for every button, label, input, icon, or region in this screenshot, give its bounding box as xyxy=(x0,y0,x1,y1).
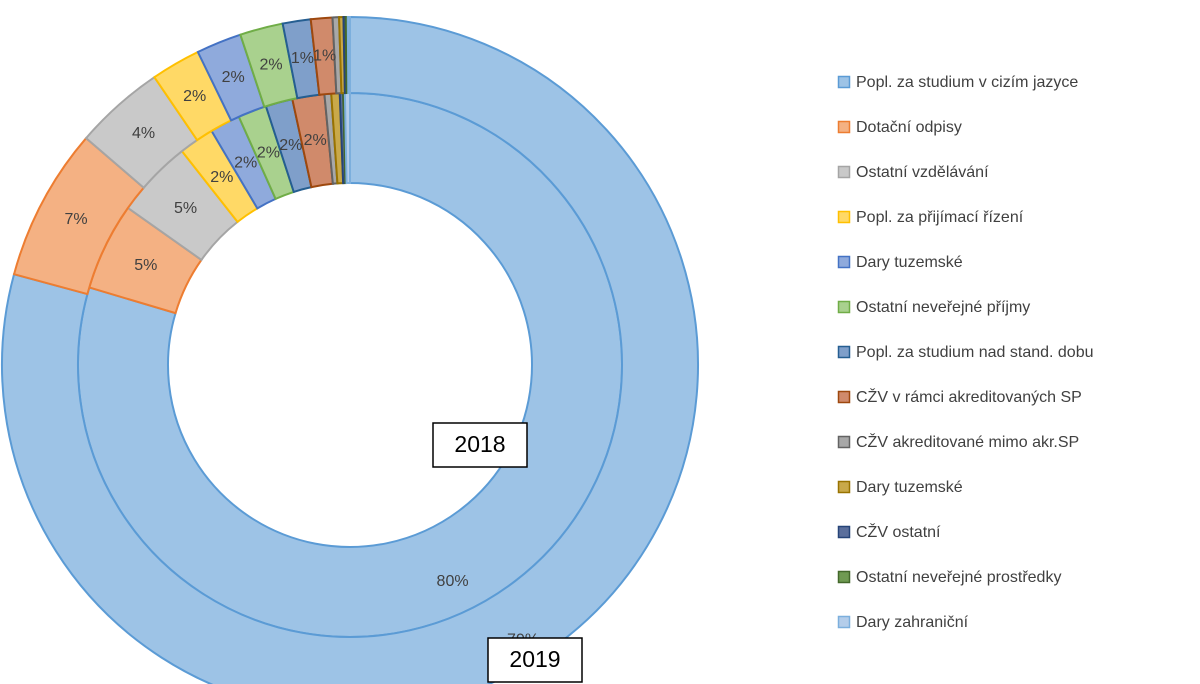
legend-item: CŽV ostatní xyxy=(837,522,941,541)
donut-segment xyxy=(343,91,351,185)
data-label: 4% xyxy=(132,125,155,142)
data-label: 1% xyxy=(313,47,336,64)
legend-swatch xyxy=(837,435,851,449)
legend-item: Popl. za přijímací řízení xyxy=(837,209,1024,226)
legend-label: Ostatní neveřejné prostředky xyxy=(856,569,1061,586)
legend-label: Dary tuzemské xyxy=(856,254,963,271)
label-box xyxy=(432,422,528,468)
legend-swatch xyxy=(837,615,851,629)
legend-item: Dotační odpisy xyxy=(837,119,962,136)
legend-item: CŽV v rámci akreditovaných SP xyxy=(837,387,1082,406)
legend-item: Ostatní neveřejné prostředky xyxy=(837,569,1061,586)
legend-label: Ostatní vzdělávání xyxy=(856,164,989,181)
data-label: 2% xyxy=(279,137,302,154)
legend-item: Dary tuzemské xyxy=(837,479,963,496)
data-label: 2% xyxy=(183,88,206,105)
legend-item: CŽV akreditované mimo akr.SP xyxy=(837,432,1079,451)
series-name: 2019 xyxy=(509,646,560,672)
legend-item: Popl. za studium nad stand. dobu xyxy=(837,344,1094,361)
legend-swatch xyxy=(837,300,851,314)
data-label: 2% xyxy=(210,169,233,186)
legend-label: Dary zahraniční xyxy=(856,614,969,631)
series-label-box: 2019 xyxy=(487,637,583,683)
legend-item: Ostatní neveřejné příjmy xyxy=(837,299,1030,316)
legend-label: Popl. za přijímací řízení xyxy=(856,209,1024,226)
data-label: 2% xyxy=(234,155,257,172)
legend-swatch xyxy=(837,480,851,494)
legend-label: CŽV akreditované mimo akr.SP xyxy=(856,432,1079,451)
donut-segment xyxy=(1,15,699,684)
legend-label: Dotační odpisy xyxy=(856,119,962,136)
legend-label: Dary tuzemské xyxy=(856,479,963,496)
legend-label: Ostatní neveřejné příjmy xyxy=(856,299,1030,316)
legend-item: Ostatní vzdělávání xyxy=(837,164,989,181)
legend-item: Dary tuzemské xyxy=(837,254,963,271)
series-label-box: 2018 xyxy=(432,422,528,468)
legend-swatch xyxy=(837,120,851,134)
legend-swatch xyxy=(837,255,851,269)
legend-swatch xyxy=(837,525,851,539)
legend-label: CŽV ostatní xyxy=(856,522,941,541)
legend-swatch xyxy=(837,390,851,404)
label-box xyxy=(487,637,583,683)
legend-item: Popl. za studium v cizím jazyce xyxy=(837,74,1078,91)
legend-label: Popl. za studium v cizím jazyce xyxy=(856,74,1078,91)
series-name: 2018 xyxy=(454,431,505,457)
data-label: 2% xyxy=(257,144,280,161)
legend-label: CŽV v rámci akreditovaných SP xyxy=(856,387,1082,406)
data-label: 5% xyxy=(174,200,197,217)
legend-swatch xyxy=(837,570,851,584)
legend-swatch xyxy=(837,165,851,179)
legend-item: Dary zahraniční xyxy=(837,614,969,631)
donut-segment xyxy=(346,15,351,95)
legend-swatch xyxy=(837,75,851,89)
legend-swatch xyxy=(837,210,851,224)
legend-label: Popl. za studium nad stand. dobu xyxy=(856,344,1094,361)
data-label: 1% xyxy=(291,50,314,67)
data-label: 80% xyxy=(437,573,469,590)
data-label: 2% xyxy=(259,56,282,73)
data-label: 5% xyxy=(134,257,157,274)
legend-swatch xyxy=(837,345,851,359)
data-label: 7% xyxy=(64,211,87,228)
data-label: 2% xyxy=(222,69,245,86)
data-label: 2% xyxy=(304,132,327,149)
